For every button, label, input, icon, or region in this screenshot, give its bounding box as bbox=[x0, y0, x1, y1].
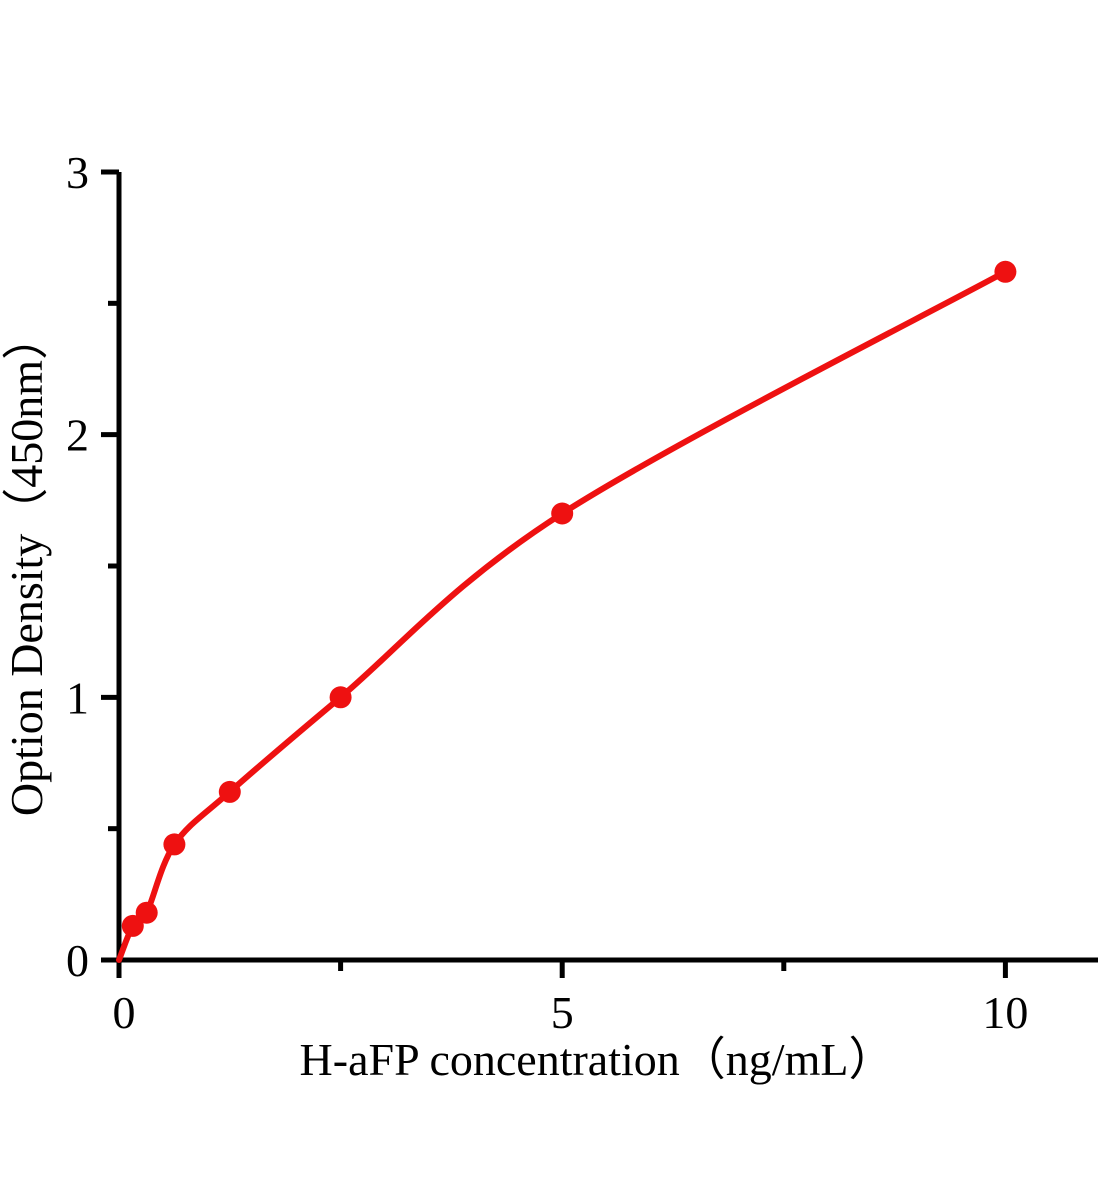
fit-curve bbox=[116, 268, 1009, 963]
data-point bbox=[135, 901, 158, 924]
x-tick-label: 5 bbox=[551, 987, 574, 1038]
data-point bbox=[329, 686, 352, 709]
x-tick-label: 0 bbox=[113, 987, 136, 1038]
data-point bbox=[163, 833, 186, 856]
y-tick-label: 3 bbox=[66, 147, 89, 198]
y-axis-title: Option Density（450nm） bbox=[1, 314, 52, 816]
data-point bbox=[218, 780, 241, 803]
data-point bbox=[121, 914, 144, 937]
y-tick-label: 2 bbox=[66, 410, 89, 461]
y-tick-label: 1 bbox=[66, 672, 89, 723]
axis-ticks bbox=[101, 169, 1008, 978]
axes bbox=[116, 172, 1098, 963]
data-point bbox=[551, 502, 574, 525]
x-tick-label: 10 bbox=[982, 987, 1028, 1038]
x-axis-title: H-aFP concentration（ng/mL） bbox=[300, 1034, 895, 1085]
data-point bbox=[994, 260, 1017, 283]
data-points bbox=[121, 260, 1017, 937]
standard-curve-line bbox=[116, 268, 1009, 963]
y-tick-label: 0 bbox=[66, 935, 89, 986]
axis-tick-labels: 0 5 10 0 1 2 3 bbox=[66, 147, 1028, 1038]
